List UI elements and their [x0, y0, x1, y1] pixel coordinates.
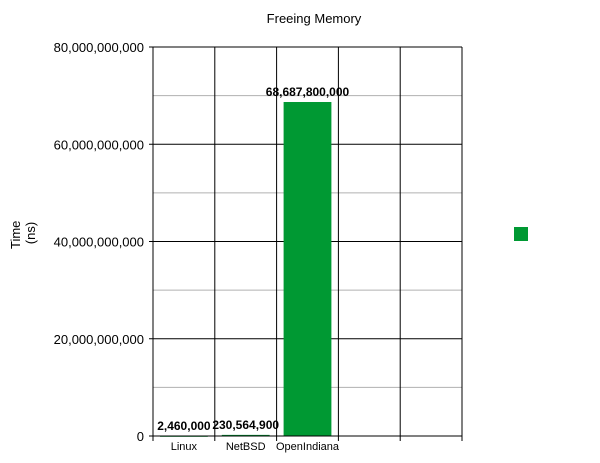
y-tick-label: 0	[137, 429, 144, 444]
legend-swatch	[514, 227, 528, 241]
data-label: 230,564,900	[212, 418, 279, 432]
bar	[283, 102, 332, 437]
y-tick-label: 60,000,000,000	[54, 137, 144, 152]
y-tick-labels: 0 20,000,000,000 40,000,000,000 60,000,000,…	[54, 40, 144, 444]
bar	[221, 434, 270, 436]
y-axis-label: Time (ns)	[8, 217, 38, 249]
x-tick-label: Linux	[171, 441, 198, 453]
y-axis-label-line1: Time	[8, 221, 23, 249]
data-label: 68,687,800,000	[266, 85, 350, 99]
data-labels: 2,460,000 230,564,900 68,687,800,000	[157, 85, 349, 433]
y-tick-label: 40,000,000,000	[54, 235, 144, 250]
y-axis-label-line2: (ns)	[23, 222, 38, 244]
x-tick-labels: Linux NetBSD OpenIndiana	[171, 441, 340, 453]
x-tick-label: NetBSD	[226, 441, 266, 453]
chart-title: Freeing Memory	[267, 11, 362, 26]
plot-frame	[149, 46, 462, 437]
bars	[160, 102, 332, 437]
x-tick-label: OpenIndiana	[276, 441, 340, 453]
y-tick-label: 20,000,000,000	[54, 332, 144, 347]
y-tick-label: 80,000,000,000	[54, 40, 144, 55]
data-label: 2,460,000	[157, 419, 211, 433]
